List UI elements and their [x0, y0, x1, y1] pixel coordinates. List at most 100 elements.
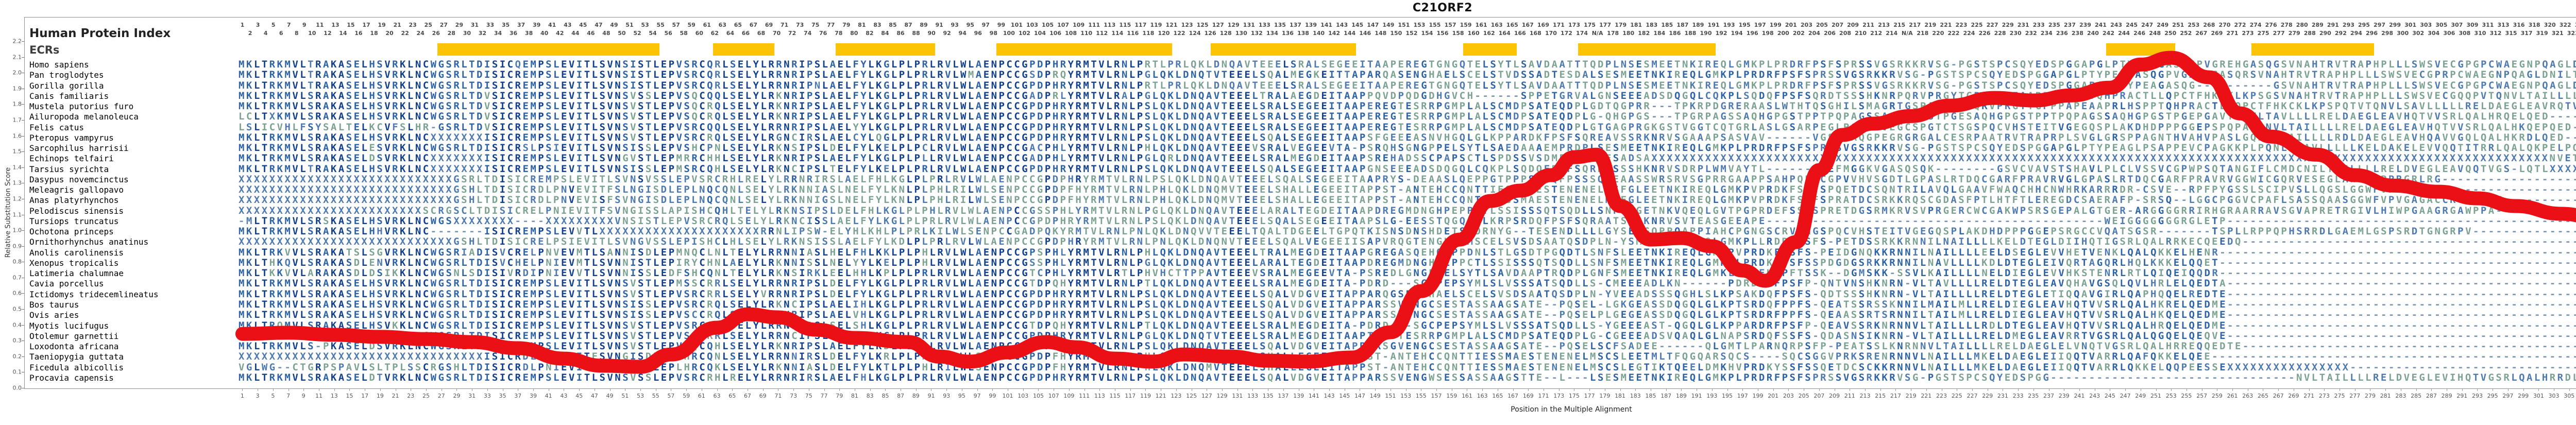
sequence-row: XXXXXXXXXXXXXXXXXXXXXXXXXXXXGSHLTDISICRE…: [239, 236, 2576, 248]
bottom-ruler-number: 117: [1125, 393, 1136, 399]
bottom-ruler-number: 253: [2165, 393, 2177, 399]
top-ruler-number: 110: [1080, 30, 1093, 37]
bottom-ruler-number: 65: [728, 393, 736, 399]
bottom-ruler-number: 305: [2564, 393, 2575, 399]
top-ruler-number: 279: [2288, 30, 2300, 37]
x-tick-mark: [2569, 389, 2570, 391]
top-ruler-number: 248: [2149, 30, 2161, 37]
top-ruler-number: 7: [286, 22, 291, 28]
species-label: Latimeria chalumnae: [29, 268, 124, 279]
bottom-ruler-number: 235: [2028, 393, 2039, 399]
top-ruler-number: 227: [1986, 22, 1998, 28]
top-ruler-number: 95: [966, 22, 974, 28]
bottom-ruler-number: 161: [1461, 393, 1472, 399]
x-tick-mark: [426, 389, 427, 391]
x-tick-mark: [1865, 389, 1866, 391]
top-ruler-number: 194: [1731, 30, 1743, 37]
top-ruler-number: 13: [331, 22, 340, 28]
ecr-bar: [2251, 43, 2374, 56]
bottom-ruler-number: 27: [437, 393, 445, 399]
y-tick-label: 2.0: [12, 69, 22, 76]
bottom-ruler-number: 143: [1324, 393, 1335, 399]
top-ruler-number: 69: [765, 22, 773, 28]
bottom-ruler-number: 15: [346, 393, 353, 399]
y-tick-label: 1.7: [12, 116, 22, 124]
top-ruler-number: 30: [463, 30, 471, 37]
top-ruler-number: 57: [672, 22, 680, 28]
top-ruler-number: 223: [1955, 22, 1968, 28]
top-ruler-number: 79: [842, 22, 851, 28]
bottom-ruler-number: 229: [1982, 393, 1993, 399]
top-ruler-number: 161: [1475, 22, 1487, 28]
bottom-ruler-number: 107: [1048, 393, 1059, 399]
species-label: Ictidomys tridecemlineatus: [29, 289, 159, 299]
top-ruler-number: 130: [1235, 30, 1247, 37]
species-label: Anas platyrhynchos: [29, 195, 119, 206]
top-ruler-number: 310: [2474, 30, 2486, 37]
bottom-ruler-number: 199: [1752, 393, 1764, 399]
page-title: C21ORF2: [1412, 2, 1473, 14]
x-tick-mark: [303, 389, 304, 391]
sequence-row: XXXXXXXXXXXXXXXXXXXXXXXXXXXXGSHLTDISICRD…: [239, 194, 2576, 206]
bottom-ruler-number: 165: [1492, 393, 1503, 399]
top-ruler-number: 312: [2489, 30, 2502, 37]
ecr-bar: [2106, 43, 2175, 56]
top-ruler-number: 210: [1855, 30, 1867, 37]
x-tick-mark: [1773, 389, 1774, 391]
top-ruler-number: 306: [2443, 30, 2455, 37]
x-tick-mark: [2079, 389, 2080, 391]
top-ruler-number: 58: [680, 30, 688, 37]
bottom-ruler-number: 255: [2181, 393, 2192, 399]
bottom-ruler-number: 99: [989, 393, 996, 399]
bottom-ruler-number: 61: [698, 393, 705, 399]
bottom-ruler-number: 259: [2211, 393, 2223, 399]
top-ruler-number: 74: [803, 30, 812, 37]
top-ruler-number: 301: [2404, 22, 2417, 28]
top-ruler-number: 148: [1375, 30, 1387, 37]
top-ruler-number: 90: [927, 30, 936, 37]
top-ruler-number: 234: [2040, 30, 2053, 37]
top-ruler-number: 217: [1909, 22, 1921, 28]
top-ruler-number: 43: [564, 22, 572, 28]
y-tick-mark: [22, 104, 24, 105]
top-ruler-number: 129: [1227, 22, 1240, 28]
top-ruler-number: 252: [2180, 30, 2192, 37]
top-ruler-number: 294: [2350, 30, 2362, 37]
top-ruler-number: 247: [2141, 22, 2154, 28]
top-ruler-number: 16: [354, 30, 363, 37]
top-ruler-number: 233: [2032, 22, 2045, 28]
bottom-ruler-number: 29: [453, 393, 461, 399]
species-label: Myotis lucifugus: [29, 320, 109, 331]
top-ruler-number: 307: [2451, 22, 2463, 28]
ecr-bar: [996, 43, 1173, 56]
top-ruler-number: 297: [2374, 22, 2386, 28]
top-ruler-number: 55: [656, 22, 665, 28]
top-ruler-number: 118: [1142, 30, 1155, 37]
top-ruler-number: 120: [1158, 30, 1170, 37]
top-ruler-number: 228: [1994, 30, 2006, 37]
bottom-ruler-number: 129: [1216, 393, 1228, 399]
bottom-ruler-number: 53: [636, 393, 644, 399]
top-ruler-number: 154: [1421, 30, 1433, 37]
top-ruler-number: 117: [1134, 22, 1147, 28]
bottom-ruler-number: 293: [2471, 393, 2483, 399]
x-tick-mark: [1681, 389, 1682, 391]
bottom-ruler-number: 67: [743, 393, 751, 399]
top-ruler-number: 155: [1429, 22, 1441, 28]
bottom-ruler-number: 71: [774, 393, 782, 399]
top-ruler-number: 172: [1561, 30, 1572, 37]
top-ruler-number: 20: [385, 30, 394, 37]
top-ruler-number: 12: [324, 30, 332, 37]
top-ruler-number: 271: [2226, 30, 2239, 37]
bottom-ruler-number: 295: [2487, 393, 2498, 399]
top-ruler-number: 128: [1219, 30, 1232, 37]
top-ruler-number: 299: [2389, 22, 2401, 28]
top-ruler-number: 202: [1792, 30, 1805, 37]
ecr-bar: [713, 43, 774, 56]
top-ruler-number: 193: [1723, 22, 1735, 28]
top-ruler-number: 212: [1870, 30, 1883, 37]
top-ruler-number: 189: [1692, 22, 1704, 28]
top-ruler-number: 35: [501, 22, 510, 28]
top-ruler-number: 177: [1599, 22, 1612, 28]
y-tick-mark: [22, 325, 24, 326]
